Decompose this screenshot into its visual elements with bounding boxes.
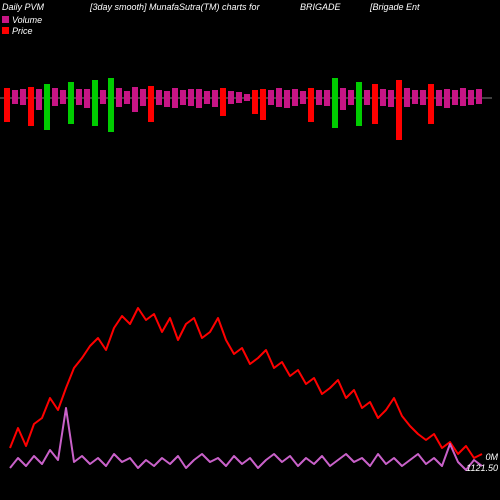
volume-axis-label: 0M: [485, 452, 498, 462]
header-company: [Brigade Ent: [370, 2, 420, 12]
legend-price-swatch: [2, 27, 9, 34]
header-ticker: BRIGADE: [300, 2, 341, 12]
chart-header: Daily PVM [3day smooth] MunafaSutra(TM) …: [0, 0, 500, 14]
top-chart: [0, 38, 500, 158]
legend-price-label: Price: [12, 26, 33, 36]
price-axis-label: 1121.50: [466, 463, 498, 473]
header-mid: [3day smooth] MunafaSutra(TM) charts for: [90, 2, 260, 12]
legend-volume-swatch: [2, 16, 9, 23]
legend-volume: Volume: [2, 14, 498, 25]
legend-volume-label: Volume: [12, 15, 42, 25]
header-left: Daily PVM: [2, 2, 44, 12]
legend: Volume Price: [0, 14, 500, 38]
top-chart-svg: [0, 38, 492, 158]
bottom-chart-svg: [0, 258, 492, 498]
legend-price: Price: [2, 25, 498, 36]
bottom-chart: 0M 1121.50: [0, 258, 500, 498]
